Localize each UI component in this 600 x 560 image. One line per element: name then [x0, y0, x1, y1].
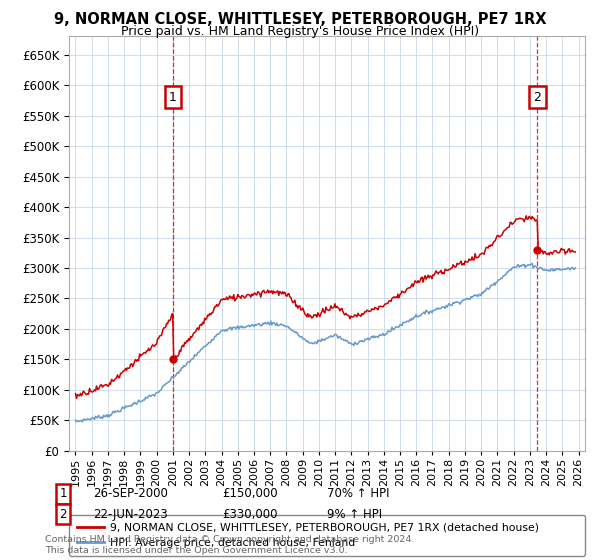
Text: £150,000: £150,000 — [222, 487, 278, 501]
Text: 9, NORMAN CLOSE, WHITTLESEY, PETERBOROUGH, PE7 1RX: 9, NORMAN CLOSE, WHITTLESEY, PETERBOROUG… — [54, 12, 546, 27]
Text: 9% ↑ HPI: 9% ↑ HPI — [327, 507, 382, 521]
Text: Contains HM Land Registry data © Crown copyright and database right 2024.
This d: Contains HM Land Registry data © Crown c… — [45, 535, 415, 555]
Text: 1: 1 — [59, 487, 67, 501]
Legend: 9, NORMAN CLOSE, WHITTLESEY, PETERBOROUGH, PE7 1RX (detached house), HPI: Averag: 9, NORMAN CLOSE, WHITTLESEY, PETERBOROUG… — [69, 515, 585, 556]
Text: 2: 2 — [59, 507, 67, 521]
Text: 70% ↑ HPI: 70% ↑ HPI — [327, 487, 389, 501]
Text: Price paid vs. HM Land Registry's House Price Index (HPI): Price paid vs. HM Land Registry's House … — [121, 25, 479, 38]
Text: £330,000: £330,000 — [222, 507, 277, 521]
Text: 2: 2 — [533, 91, 541, 104]
Text: 26-SEP-2000: 26-SEP-2000 — [93, 487, 168, 501]
Text: 1: 1 — [169, 91, 177, 104]
Text: 22-JUN-2023: 22-JUN-2023 — [93, 507, 168, 521]
